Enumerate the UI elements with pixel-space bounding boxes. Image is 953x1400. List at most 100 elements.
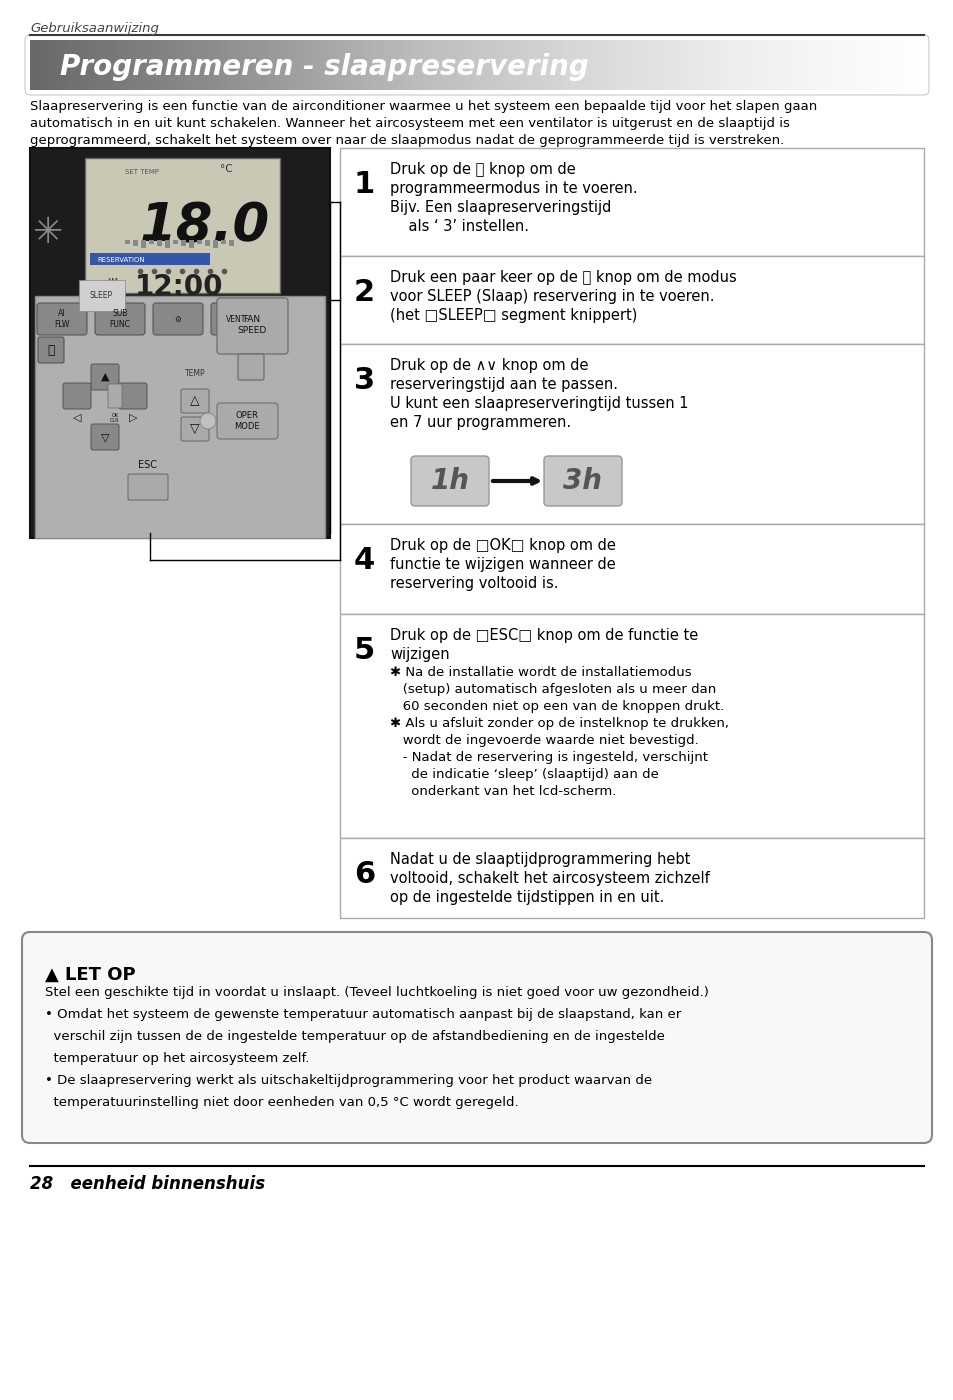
Bar bbox=[189, 239, 193, 248]
Text: Druk op de ⓳ knop om de: Druk op de ⓳ knop om de bbox=[390, 162, 576, 176]
Text: onderkant van het lcd-scherm.: onderkant van het lcd-scherm. bbox=[390, 785, 616, 798]
Text: VENT: VENT bbox=[226, 315, 246, 323]
Text: reservering voltooid is.: reservering voltooid is. bbox=[390, 575, 558, 591]
Bar bbox=[221, 239, 226, 244]
FancyBboxPatch shape bbox=[37, 302, 87, 335]
Bar bbox=[85, 158, 280, 293]
FancyBboxPatch shape bbox=[108, 384, 122, 407]
Text: U kunt een slaapreserveringtijd tussen 1: U kunt een slaapreserveringtijd tussen 1 bbox=[390, 396, 688, 412]
Text: geprogrammeerd, schakelt het systeem over naar de slaapmodus nadat de geprogramm: geprogrammeerd, schakelt het systeem ove… bbox=[30, 134, 783, 147]
Text: Gebruiksaanwijzing: Gebruiksaanwijzing bbox=[30, 22, 159, 35]
FancyBboxPatch shape bbox=[119, 384, 147, 409]
Text: 3h: 3h bbox=[563, 468, 602, 496]
Text: reserveringstijd aan te passen.: reserveringstijd aan te passen. bbox=[390, 377, 618, 392]
Text: voltooid, schakelt het aircosysteem zichzelf: voltooid, schakelt het aircosysteem zich… bbox=[390, 871, 709, 886]
FancyBboxPatch shape bbox=[38, 337, 64, 363]
FancyBboxPatch shape bbox=[216, 298, 288, 354]
Text: 28   eenheid binnenshuis: 28 eenheid binnenshuis bbox=[30, 1175, 265, 1193]
Text: °C: °C bbox=[220, 164, 233, 174]
Text: voor SLEEP (Slaap) reservering in te voeren.: voor SLEEP (Slaap) reservering in te voe… bbox=[390, 288, 714, 304]
Text: - Nadat de reservering is ingesteld, verschijnt: - Nadat de reservering is ingesteld, ver… bbox=[390, 750, 707, 764]
Text: 1: 1 bbox=[354, 169, 375, 199]
Bar bbox=[339, 344, 923, 524]
Text: 1h: 1h bbox=[430, 468, 469, 496]
Text: FAN
SPEED: FAN SPEED bbox=[237, 315, 266, 335]
Text: functie te wijzigen wanneer de: functie te wijzigen wanneer de bbox=[390, 557, 615, 573]
Circle shape bbox=[200, 413, 215, 428]
Text: OK
CLR: OK CLR bbox=[111, 413, 120, 423]
Bar bbox=[90, 253, 210, 265]
Text: automatisch in en uit kunt schakelen. Wanneer het aircosysteem met een ventilato: automatisch in en uit kunt schakelen. Wa… bbox=[30, 118, 789, 130]
Bar bbox=[205, 239, 210, 246]
Text: 5: 5 bbox=[354, 636, 375, 665]
Bar bbox=[157, 239, 162, 246]
Text: 6: 6 bbox=[354, 860, 375, 889]
Text: OPER
MODE: OPER MODE bbox=[233, 412, 259, 431]
Bar bbox=[149, 239, 153, 244]
Text: SLEEP: SLEEP bbox=[90, 291, 113, 300]
Bar bbox=[125, 239, 130, 244]
FancyBboxPatch shape bbox=[91, 364, 119, 391]
FancyBboxPatch shape bbox=[543, 456, 621, 505]
Text: TEMP: TEMP bbox=[185, 370, 205, 378]
Text: ✱ Als u afsluit zonder op de instelknop te drukken,: ✱ Als u afsluit zonder op de instelknop … bbox=[390, 717, 728, 729]
Text: SUB
FUNC: SUB FUNC bbox=[110, 309, 131, 329]
Text: temperatuur op het aircosysteem zelf.: temperatuur op het aircosysteem zelf. bbox=[45, 1051, 309, 1065]
Text: ESC: ESC bbox=[138, 461, 157, 470]
Text: Druk op de ∧∨ knop om de: Druk op de ∧∨ knop om de bbox=[390, 358, 588, 372]
Bar bbox=[181, 239, 186, 246]
Text: wordt de ingevoerde waarde niet bevestigd.: wordt de ingevoerde waarde niet bevestig… bbox=[390, 734, 698, 748]
Text: (het □SLEEP□ segment knippert): (het □SLEEP□ segment knippert) bbox=[390, 308, 637, 323]
Bar bbox=[339, 524, 923, 615]
Text: Bijv. Een slaapreserveringstijd: Bijv. Een slaapreserveringstijd bbox=[390, 200, 611, 216]
FancyBboxPatch shape bbox=[22, 932, 931, 1142]
Text: 2: 2 bbox=[354, 279, 375, 307]
Text: (setup) automatisch afgesloten als u meer dan: (setup) automatisch afgesloten als u mee… bbox=[390, 683, 716, 696]
Bar bbox=[339, 256, 923, 344]
Text: 4: 4 bbox=[354, 546, 375, 575]
Bar bbox=[30, 148, 330, 538]
Bar bbox=[172, 239, 178, 244]
Text: ◁: ◁ bbox=[72, 413, 81, 423]
FancyBboxPatch shape bbox=[128, 475, 168, 500]
Bar bbox=[165, 239, 170, 248]
Bar bbox=[213, 239, 218, 248]
Text: 12:00: 12:00 bbox=[135, 273, 223, 301]
FancyBboxPatch shape bbox=[181, 417, 209, 441]
Text: ▽: ▽ bbox=[101, 433, 110, 442]
Text: AM: AM bbox=[107, 279, 119, 287]
Text: programmeermodus in te voeren.: programmeermodus in te voeren. bbox=[390, 181, 637, 196]
Text: ▷: ▷ bbox=[129, 413, 137, 423]
Text: Nadat u de slaaptijdprogrammering hebt: Nadat u de slaaptijdprogrammering hebt bbox=[390, 853, 690, 867]
Text: 60 seconden niet op een van de knoppen drukt.: 60 seconden niet op een van de knoppen d… bbox=[390, 700, 723, 713]
FancyBboxPatch shape bbox=[211, 302, 261, 335]
Text: AI
FLW: AI FLW bbox=[54, 309, 70, 329]
Text: 18.0: 18.0 bbox=[140, 200, 270, 252]
Text: • Omdat het systeem de gewenste temperatuur automatisch aanpast bij de slaapstan: • Omdat het systeem de gewenste temperat… bbox=[45, 1008, 680, 1021]
Text: temperatuurinstelling niet door eenheden van 0,5 °C wordt geregeld.: temperatuurinstelling niet door eenheden… bbox=[45, 1096, 518, 1109]
FancyBboxPatch shape bbox=[91, 424, 119, 449]
Bar bbox=[339, 148, 923, 256]
Bar bbox=[339, 615, 923, 839]
Text: ✱ Na de installatie wordt de installatiemodus: ✱ Na de installatie wordt de installatie… bbox=[390, 666, 691, 679]
Text: Programmeren - slaapreservering: Programmeren - slaapreservering bbox=[60, 53, 588, 81]
Text: en 7 uur programmeren.: en 7 uur programmeren. bbox=[390, 414, 571, 430]
Bar bbox=[339, 839, 923, 918]
Text: ▲: ▲ bbox=[101, 372, 110, 382]
FancyBboxPatch shape bbox=[181, 389, 209, 413]
Bar bbox=[196, 239, 202, 244]
Text: Druk op de □OK□ knop om de: Druk op de □OK□ knop om de bbox=[390, 538, 616, 553]
Text: Druk een paar keer op de ⓳ knop om de modus: Druk een paar keer op de ⓳ knop om de mo… bbox=[390, 270, 736, 286]
FancyBboxPatch shape bbox=[216, 403, 277, 440]
FancyBboxPatch shape bbox=[237, 354, 264, 379]
Text: ▲: ▲ bbox=[45, 966, 59, 984]
FancyBboxPatch shape bbox=[152, 302, 203, 335]
Text: ⚙: ⚙ bbox=[174, 315, 181, 323]
Text: ▽: ▽ bbox=[190, 423, 199, 435]
Text: Stel een geschikte tijd in voordat u inslaapt. (Teveel luchtkoeling is niet goed: Stel een geschikte tijd in voordat u ins… bbox=[45, 986, 708, 1000]
Text: Druk op de □ESC□ knop om de functie te: Druk op de □ESC□ knop om de functie te bbox=[390, 629, 698, 643]
Text: • De slaapreservering werkt als uitschakeltijdprogrammering voor het product waa: • De slaapreservering werkt als uitschak… bbox=[45, 1074, 652, 1086]
Bar bbox=[35, 295, 325, 538]
Text: LET OP: LET OP bbox=[65, 966, 135, 984]
Text: ✳: ✳ bbox=[32, 216, 63, 251]
